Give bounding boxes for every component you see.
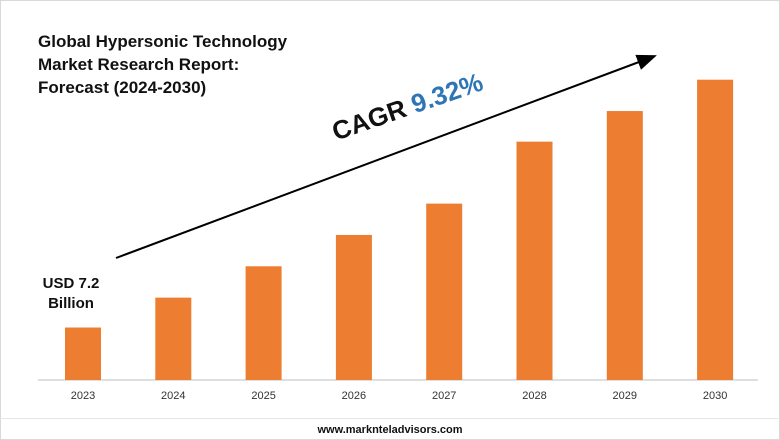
x-tick-label-2024: 2024 [161,390,185,402]
x-tick-label-2028: 2028 [522,390,546,402]
bar-2025 [245,266,282,380]
bar-2027 [426,203,463,380]
footer-divider [0,418,780,419]
bar-2028 [516,141,553,380]
start-value-line1: USD 7.2 [42,275,100,292]
trend-arrow [115,54,657,259]
bar-2023 [65,327,101,380]
x-tick-label-2026: 2026 [342,390,366,402]
start-value-annotation: USD 7.2 Billion [28,274,114,314]
x-tick-label-2023: 2023 [71,390,95,402]
bar-2030 [697,79,734,380]
bar-2026 [335,234,372,380]
x-tick-label-2030: 2030 [703,390,727,402]
chart-title: Global Hypersonic Technology Market Rese… [38,32,288,97]
start-value-line2: Billion [48,295,94,312]
footer-url: www.marknteladvisors.com [317,424,463,436]
x-tick-label-2027: 2027 [432,390,456,402]
x-tick-label-2029: 2029 [613,390,637,402]
bar-2029 [606,111,643,380]
bar-2024 [155,297,192,380]
x-tick-label-2025: 2025 [251,390,275,402]
